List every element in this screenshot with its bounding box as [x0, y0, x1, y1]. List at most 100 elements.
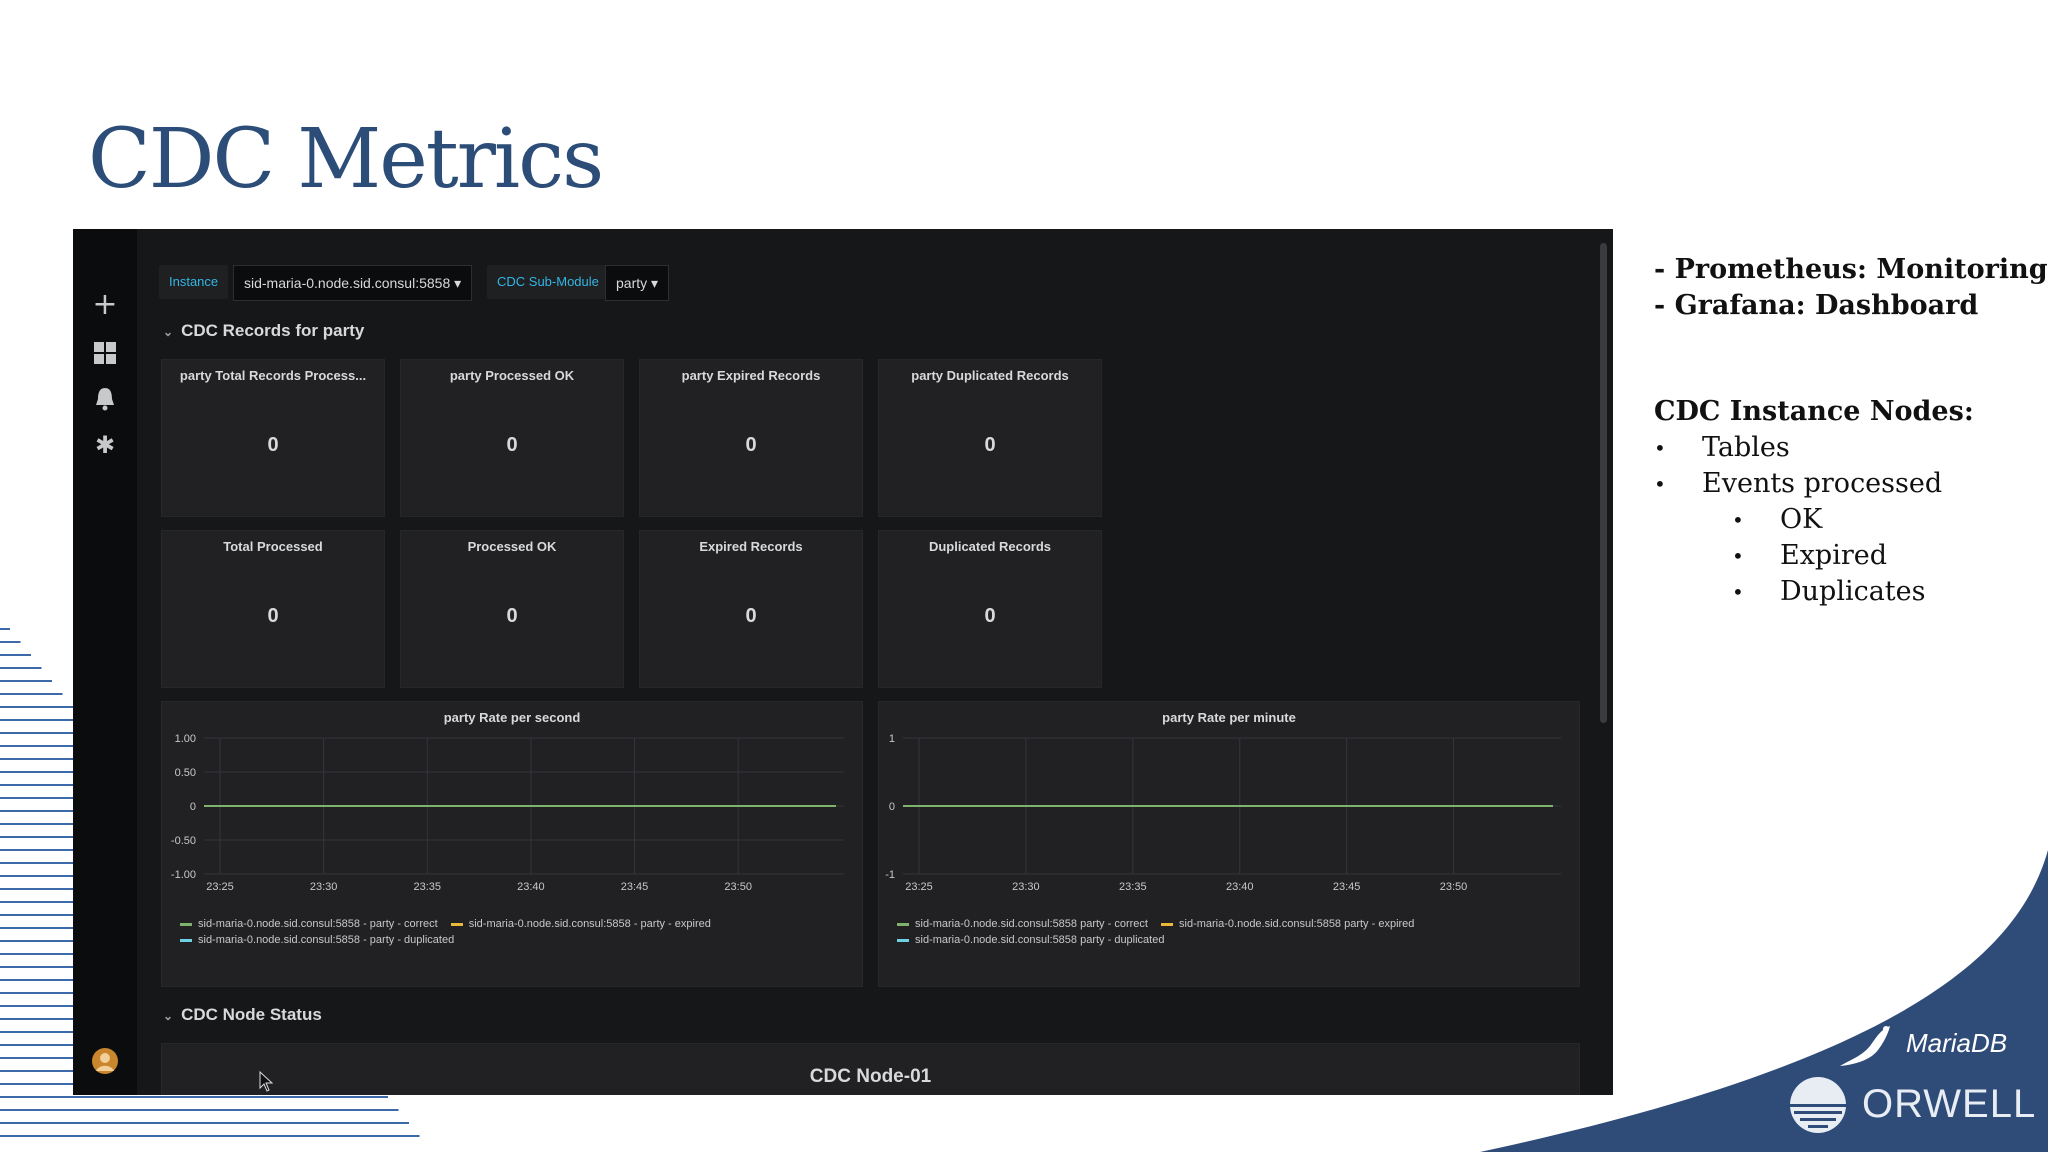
chevron-down-icon: ⌄ [163, 325, 174, 339]
grafana-screenshot: + ✱ Instance sid-maria-0.node.sid.consul… [73, 229, 1613, 1095]
legend-swatch [897, 938, 909, 942]
x-tick-label: 23:25 [905, 881, 933, 893]
stat-panel-duplicated-records[interactable]: Duplicated Records 0 [878, 530, 1102, 688]
bullet-icon: • [1654, 472, 1666, 496]
chart-legend: sid-maria-0.node.sid.consul:5858 - party… [180, 918, 721, 946]
legend-item-duplicated[interactable]: sid-maria-0.node.sid.consul:5858 - party… [180, 934, 454, 946]
x-tick-label: 23:45 [621, 881, 649, 893]
stripe-line [0, 706, 73, 708]
stat-value: 0 [984, 605, 996, 627]
stat-value: 0 [745, 434, 757, 456]
panel-title: Processed OK [467, 539, 557, 554]
stat-panel-processed-ok[interactable]: Processed OK 0 [400, 530, 624, 688]
scrollbar[interactable] [1600, 243, 1607, 723]
legend-label: sid-maria-0.node.sid.consul:5858 party -… [915, 918, 1148, 930]
y-tick-label: -0.50 [171, 835, 196, 847]
legend-item-correct[interactable]: sid-maria-0.node.sid.consul:5858 - party… [180, 918, 438, 930]
stripe-line [0, 771, 126, 773]
x-tick-label: 23:40 [1226, 881, 1254, 893]
side-notes: - Prometheus: Monitoring - Grafana: Dash… [1654, 252, 2048, 610]
x-tick-label: 23:25 [206, 881, 234, 893]
bullet-tables: • Tables [1654, 430, 2048, 466]
row-title: CDC Records for party [181, 321, 365, 340]
bullet-icon: • [1732, 580, 1744, 604]
legend-item-correct[interactable]: sid-maria-0.node.sid.consul:5858 party -… [897, 918, 1148, 930]
graph-panel-rate-per-minute[interactable]: party Rate per minute 1 0 -1 23:25 23:30 23:3… [878, 701, 1580, 987]
panel-title: Expired Records [699, 539, 803, 554]
submodule-variable-select[interactable]: party ▾ [605, 265, 670, 301]
legend-item-duplicated[interactable]: sid-maria-0.node.sid.consul:5858 party -… [897, 934, 1164, 946]
legend-swatch [180, 938, 192, 942]
y-tick-label: 0 [889, 801, 895, 813]
instance-variable-select[interactable]: sid-maria-0.node.sid.consul:5858 ▾ [233, 265, 473, 301]
row-header-cdc-records[interactable]: ⌄ CDC Records for party [163, 321, 364, 341]
plus-icon[interactable]: + [92, 287, 118, 322]
stripe-line [0, 680, 52, 682]
dashboards-icon[interactable] [91, 339, 119, 367]
orwell-logo: ORWELL [1786, 1074, 2036, 1136]
legend-item-expired[interactable]: sid-maria-0.node.sid.consul:5858 - party… [450, 918, 711, 930]
x-tick-label: 23:50 [724, 881, 752, 893]
stat-panel-party-total-records[interactable]: party Total Records Process... 0 [161, 359, 385, 517]
stripe-line [0, 641, 21, 643]
gear-icon[interactable]: ✱ [94, 431, 116, 459]
legend-swatch [180, 922, 192, 926]
x-tick-label: 23:50 [1440, 881, 1468, 893]
panel-title: party Processed OK [449, 368, 575, 383]
bullet-text: Duplicates [1780, 576, 1926, 607]
stripe-line [0, 1135, 420, 1137]
note-prometheus: - Prometheus: Monitoring [1654, 254, 2048, 285]
panel-title: party Duplicated Records [911, 368, 1069, 383]
stat-panel-total-processed[interactable]: Total Processed 0 [161, 530, 385, 688]
mariadb-wordmark: MariaDB [1906, 1028, 2008, 1058]
legend-swatch [897, 922, 909, 926]
chart-rate-per-minute: 1 0 -1 23:25 23:30 23:35 23:40 23:45 23:50 [885, 733, 1561, 893]
orwell-wordmark: ORWELL [1862, 1082, 2037, 1126]
stripe-line [0, 732, 94, 734]
legend-swatch [450, 922, 463, 926]
stat-value: 0 [506, 434, 518, 456]
x-tick-label: 23:30 [310, 881, 338, 893]
orwell-emblem-icon [1790, 1077, 1846, 1133]
stripe-line [0, 628, 10, 630]
x-tick-label: 23:40 [517, 881, 545, 893]
note-grafana: - Grafana: Dashboard [1654, 290, 1979, 321]
mariadb-logo: MariaDB [1836, 1020, 2036, 1070]
x-tick-label: 23:35 [414, 881, 442, 893]
cdc-node-panel[interactable]: CDC Node-01 [161, 1043, 1580, 1095]
legend-item-expired[interactable]: sid-maria-0.node.sid.consul:5858 party -… [1161, 918, 1414, 930]
x-tick-label: 23:35 [1119, 881, 1147, 893]
grafana-sidebar: + ✱ [73, 229, 137, 1095]
stat-panel-party-expired-records[interactable]: party Expired Records 0 [639, 359, 863, 517]
legend-label: sid-maria-0.node.sid.consul:5858 party -… [1179, 918, 1415, 930]
stat-value: 0 [745, 605, 757, 627]
stripe-line [0, 693, 63, 695]
bullet-events: • Events processed [1654, 466, 2048, 502]
y-tick-label: 1 [889, 733, 895, 745]
seal-icon [1840, 1026, 1890, 1066]
bullet-text: Events processed [1702, 468, 1943, 499]
stat-value: 0 [267, 605, 279, 627]
bell-icon[interactable] [91, 385, 119, 413]
stat-value: 0 [984, 434, 996, 456]
row-header-cdc-node-status[interactable]: ⌄ CDC Node Status [163, 1005, 322, 1025]
instance-variable-label: Instance [159, 265, 229, 299]
user-avatar[interactable] [91, 1047, 119, 1075]
stat-panel-party-processed-ok[interactable]: party Processed OK 0 [400, 359, 624, 517]
y-tick-label: 0.50 [175, 767, 196, 779]
graph-panel-rate-per-second[interactable]: party Rate per second 1.00 0.50 0 -0.50 -1.0… [161, 701, 863, 987]
stat-panel-party-duplicated-records[interactable]: party Duplicated Records 0 [878, 359, 1102, 517]
x-tick-label: 23:30 [1012, 881, 1040, 893]
submodule-variable-label: CDC Sub-Module [487, 265, 609, 299]
nodes-heading-text: CDC Instance Nodes: [1654, 396, 1974, 427]
bullet-icon: • [1732, 508, 1744, 532]
node-panel-title: CDC Node-01 [809, 1066, 932, 1087]
stripe-line [0, 719, 84, 721]
stat-panel-expired-records[interactable]: Expired Records 0 [639, 530, 863, 688]
y-tick-label: -1 [885, 869, 895, 881]
panel-title: Duplicated Records [928, 539, 1052, 554]
stripe-line [0, 745, 105, 747]
mouse-cursor-icon [259, 1071, 274, 1092]
bullet-expired: • Expired [1654, 538, 2048, 574]
stripe-line [0, 1122, 409, 1124]
